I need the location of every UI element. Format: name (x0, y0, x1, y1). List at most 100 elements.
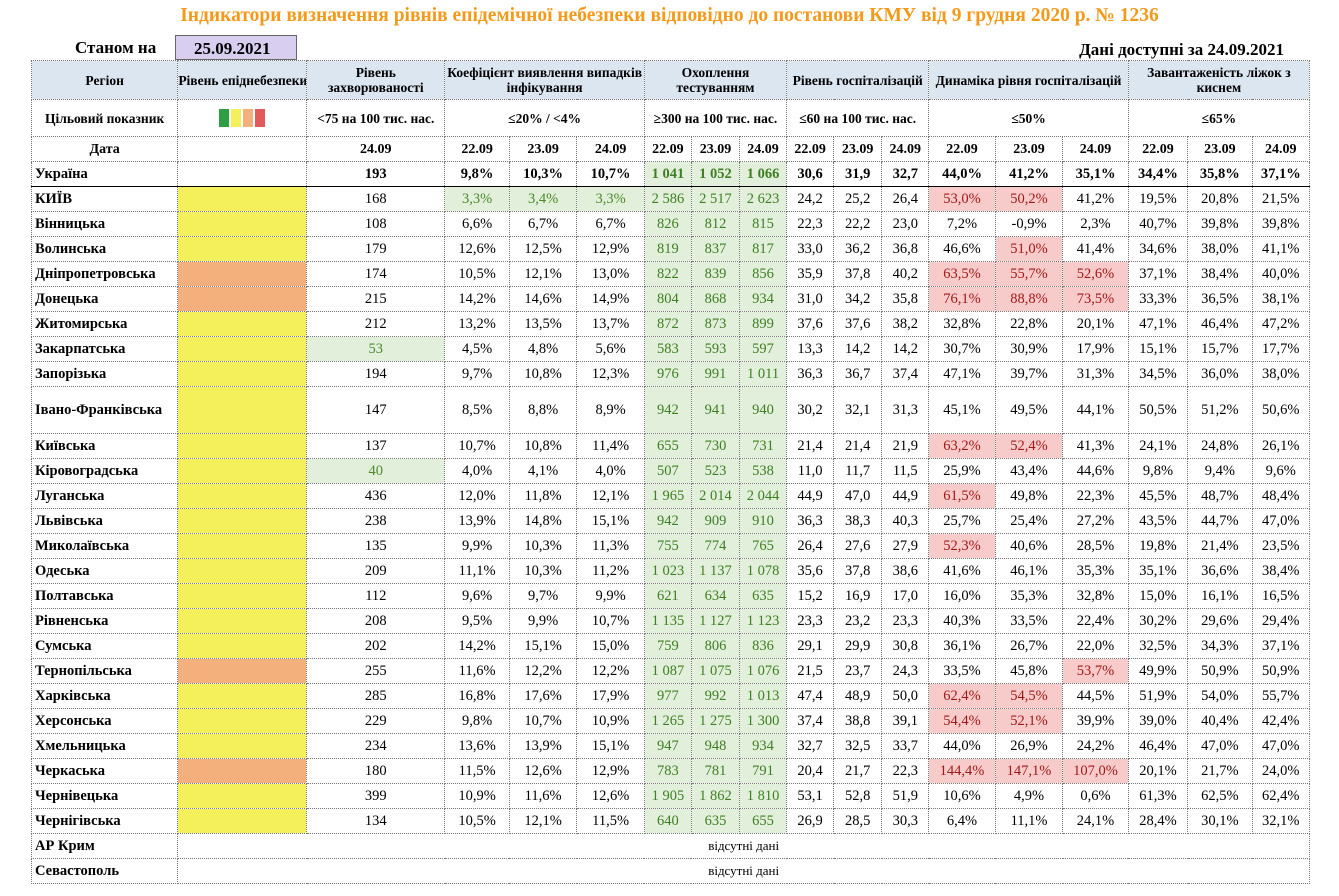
table-row: Кіровоградська 40 4,0% 4,1% 4,0% 507 523 538 11,… (30, 458, 1311, 484)
hosp-cell: 47,0 (833, 483, 883, 509)
hosp-cell: 21,5 (786, 658, 835, 684)
incidence-cell: 147 (306, 386, 446, 434)
hosp-dynamics-cell: 54,4% (928, 708, 996, 734)
region-name: Вінницька (30, 211, 179, 237)
hosp-cell: 30,6 (786, 161, 835, 187)
table-row: Тернопільська 255 11,6% 12,2% 12,2% 1 087 1 07… (30, 658, 1311, 684)
oxygen-cell: 38,4% (1187, 261, 1253, 287)
testing-cell: 992 (690, 683, 741, 709)
hosp-dynamics-cell: 25,9% (928, 458, 996, 484)
danger-level-cell (177, 583, 308, 609)
date-cell: 23.09 (994, 136, 1064, 162)
testing-cell: 948 (690, 733, 741, 759)
date-cell: 22.09 (928, 136, 996, 162)
testing-cell: 655 (643, 433, 692, 459)
hosp-dynamics-cell: -0,9% (994, 211, 1064, 237)
table-row-missing: АР Крим відсутні дані (30, 833, 1310, 859)
table-row: Дніпропетровська 174 10,5% 12,1% 13,0% 822 839… (30, 261, 1311, 287)
incidence-cell: 137 (306, 433, 446, 459)
detection-cell: 15,1% (576, 508, 645, 534)
oxygen-cell: 35,1% (1127, 558, 1189, 584)
testing-cell: 1 087 (643, 658, 692, 684)
hosp-cell: 27,6 (833, 533, 883, 559)
hosp-dynamics-cell: 35,3% (1062, 558, 1129, 584)
incidence-cell: 255 (306, 658, 446, 684)
hosp-dynamics-cell: 51,0% (994, 236, 1064, 262)
testing-cell: 872 (643, 311, 692, 337)
hosp-dynamics-cell: 49,5% (994, 386, 1064, 434)
table-row: Волинська 179 12,6% 12,5% 12,9% 819 837 817 33,0… (30, 236, 1311, 262)
hosp-dynamics-cell: 88,8% (994, 286, 1064, 312)
as-of-label: Станом на (75, 38, 157, 57)
testing-cell: 2 586 (643, 186, 692, 212)
testing-cell: 1 265 (643, 708, 692, 734)
detection-cell: 12,1% (508, 808, 578, 834)
danger-level-legend (177, 99, 308, 137)
date-cell: 23.09 (508, 136, 578, 162)
hosp-dynamics-cell: 11,1% (994, 808, 1064, 834)
danger-level-cell (177, 161, 308, 187)
hosp-cell: 22,3 (786, 211, 835, 237)
oxygen-cell: 38,0% (1251, 361, 1311, 387)
header-incidence: Рівень захворюваності (306, 60, 446, 100)
oxygen-cell: 44,7% (1187, 508, 1253, 534)
testing-cell: 2 623 (738, 186, 788, 212)
oxygen-cell: 39,0% (1127, 708, 1189, 734)
oxygen-cell: 49,9% (1127, 658, 1189, 684)
detection-cell: 16,8% (444, 683, 510, 709)
oxygen-cell: 40,7% (1127, 211, 1189, 237)
table-row: КИЇВ 168 3,3% 3,4% 3,3% 2 586 2 517 2 623 24,2 25… (30, 186, 1311, 212)
danger-level-cell (177, 758, 308, 784)
region-name: Сумська (30, 633, 179, 659)
hosp-cell: 36,3 (786, 361, 835, 387)
region-name: Миколаївська (30, 533, 179, 559)
testing-cell: 640 (643, 808, 692, 834)
oxygen-cell: 37,1% (1251, 633, 1311, 659)
incidence-cell: 108 (306, 211, 446, 237)
oxygen-cell: 36,0% (1187, 361, 1253, 387)
oxygen-cell: 29,4% (1251, 608, 1311, 634)
hosp-cell: 23,7 (833, 658, 883, 684)
region-name: Чернівецька (30, 783, 179, 809)
region-name: Кіровоградська (30, 458, 179, 484)
oxygen-cell: 46,4% (1127, 733, 1189, 759)
oxygen-cell: 9,4% (1187, 458, 1253, 484)
testing-cell: 976 (643, 361, 692, 387)
detection-cell: 6,6% (444, 211, 510, 237)
table-row: Миколаївська 135 9,9% 10,3% 11,3% 755 774 765 26… (30, 533, 1311, 559)
hosp-cell: 36,8 (881, 236, 930, 262)
detection-cell: 3,4% (508, 186, 578, 212)
hosp-dynamics-cell: 33,5% (928, 658, 996, 684)
page-title: Індикатори визначення рівнів епідемічної… (180, 5, 1159, 26)
table-row: Житомирська 212 13,2% 13,5% 13,7% 872 873 899 37… (30, 311, 1311, 337)
testing-cell: 942 (643, 386, 692, 434)
target-incidence: <75 на 100 тис. нас. (306, 99, 446, 137)
hosp-dynamics-cell: 44,1% (1062, 386, 1129, 434)
hosp-cell: 31,9 (833, 161, 883, 187)
oxygen-cell: 34,4% (1127, 161, 1189, 187)
region-name: Україна (30, 161, 179, 187)
testing-cell: 597 (738, 336, 788, 362)
detection-cell: 6,7% (508, 211, 578, 237)
testing-cell: 2 014 (690, 483, 741, 509)
detection-cell: 6,7% (576, 211, 645, 237)
no-data-cell: відсутні дані (177, 833, 1310, 859)
detection-cell: 15,1% (508, 633, 578, 659)
hosp-cell: 29,1 (786, 633, 835, 659)
hosp-dynamics-cell: 36,1% (928, 633, 996, 659)
target-detection: ≤20% / <4% (444, 99, 645, 137)
oxygen-cell: 23,5% (1251, 533, 1311, 559)
detection-cell: 11,1% (444, 558, 510, 584)
hosp-dynamics-cell: 52,3% (928, 533, 996, 559)
hosp-cell: 13,3 (786, 336, 835, 362)
oxygen-cell: 24,8% (1187, 433, 1253, 459)
table-body: Україна 193 9,8% 10,3% 10,7% 1 041 1 052 1 066 3… (30, 161, 1311, 884)
region-name: Черкаська (30, 758, 179, 784)
hosp-cell: 29,9 (833, 633, 883, 659)
detection-cell: 10,7% (444, 433, 510, 459)
testing-cell: 2 517 (690, 186, 741, 212)
testing-cell: 583 (643, 336, 692, 362)
indicators-table: Регіон Рівень епіднебезпеки Рівень захво… (30, 60, 1311, 884)
detection-cell: 11,3% (576, 533, 645, 559)
hosp-cell: 22,3 (881, 758, 930, 784)
